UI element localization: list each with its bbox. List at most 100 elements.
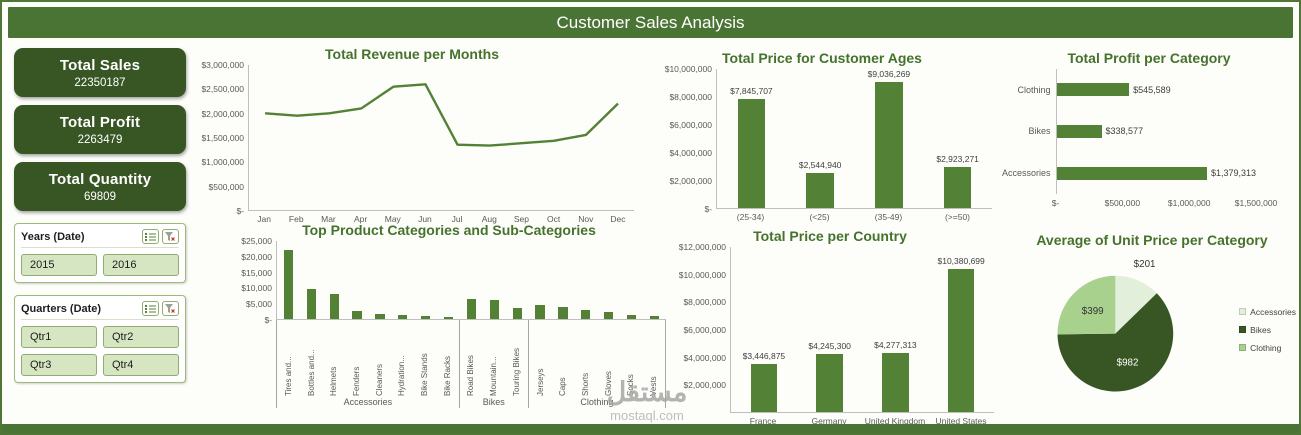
subcategory-label: Bike Racks xyxy=(436,320,459,396)
kpi-card-total-quantity: Total Quantity 69809 xyxy=(14,162,186,211)
bar-value-label: $10,380,699 xyxy=(937,256,985,267)
multi-select-icon[interactable] xyxy=(142,229,159,244)
bar-slot xyxy=(529,241,552,319)
chart-title: Top Product Categories and Sub-Categorie… xyxy=(302,222,596,238)
legend-swatch xyxy=(1239,344,1247,351)
slicer-icons xyxy=(142,301,179,316)
bar-slot xyxy=(277,241,300,319)
subcategory-text: Touring Bikes xyxy=(511,347,521,396)
bar-value-label: $338,577 xyxy=(1105,126,1144,137)
x-axis-label: Jan xyxy=(257,213,271,224)
kpi-card-total-sales: Total Sales 22350187 xyxy=(14,48,186,97)
x-axis: (25-34) (<25) (35-49) (>=50) xyxy=(716,209,992,222)
slicer-button-qtr2[interactable]: Qtr2 xyxy=(103,326,179,348)
bar xyxy=(1056,83,1130,97)
slicer-header: Quarters (Date) xyxy=(21,301,179,320)
category-label: Accessories xyxy=(1002,168,1051,179)
kpi-value: 2263479 xyxy=(77,134,123,146)
slicer-button-qtr1[interactable]: Qtr1 xyxy=(21,326,97,348)
chart-body: $3,000,000 $2,500,000 $2,000,000 $1,500,000… xyxy=(190,60,634,224)
category-label: Bikes xyxy=(1028,126,1051,137)
y-axis-tick: $2,000,000 xyxy=(683,380,726,391)
bar-slot xyxy=(620,241,643,319)
subcategory-text: Hydration... xyxy=(397,355,407,396)
bar-slot xyxy=(460,241,483,319)
chart-title: Average of Unit Price per Category xyxy=(1036,232,1268,248)
chart-revenue-per-months: Total Revenue per Months $3,000,000 $2,50… xyxy=(190,46,634,224)
y-axis-tick: $- xyxy=(264,315,272,325)
pie-svg: $201 $982 $399 xyxy=(1057,259,1174,392)
y-axis-tick: $1,500,000 xyxy=(201,132,244,143)
bar-value-label: $545,589 xyxy=(1133,84,1171,95)
bar xyxy=(512,308,522,319)
subcategory-label: Helmets xyxy=(322,320,345,396)
slicer-button-2016[interactable]: 2016 xyxy=(103,254,179,276)
bar-value-label: $1,379,313 xyxy=(1210,168,1256,179)
x-axis-label: (25-34) xyxy=(736,211,765,222)
bar-slot: $4,277,313 xyxy=(863,247,929,412)
y-axis-tick: $20,000 xyxy=(241,251,272,262)
bar xyxy=(1056,124,1102,138)
bar-slot xyxy=(346,241,369,319)
plot-area: $545,589 $338,577 $1,379,313 xyxy=(1055,69,1256,194)
subcategory-text: Road Bikes xyxy=(466,355,476,396)
subcategory-label: Cleaners xyxy=(368,320,391,396)
bar-slot: $2,923,271 xyxy=(923,69,992,208)
y-axis-tick: $12,000,000 xyxy=(678,242,726,252)
bar-slot: $3,446,875 xyxy=(731,247,797,412)
y-axis-tick: $2,000,000 xyxy=(201,108,244,119)
x-axis-label: Feb xyxy=(288,213,304,224)
slicer-button-2015[interactable]: 2015 xyxy=(21,254,97,276)
chart-price-customer-ages: Total Price for Customer Ages $10,000,00… xyxy=(652,50,992,222)
y-axis-tick: $8,000,000 xyxy=(683,297,726,308)
legend-swatch xyxy=(1239,308,1247,315)
legend-item-accessories: Accessories xyxy=(1239,307,1296,317)
chart-top-product-categories: Top Product Categories and Sub-Categorie… xyxy=(232,222,666,408)
subcategory-labels: Road Bikes Mountain... Touring Bikes xyxy=(460,320,528,396)
bar-value-label: $2,544,940 xyxy=(798,159,842,170)
dashboard-title-bar: Customer Sales Analysis xyxy=(8,7,1293,38)
subcategory-label: Vests xyxy=(642,320,665,396)
clear-filter-icon[interactable] xyxy=(162,301,179,316)
chart-avg-unit-price-per-category: Average of Unit Price per Category $201 $… xyxy=(1006,232,1298,408)
bar-slot: $9,036,269 xyxy=(855,69,924,208)
subcategory-label: Road Bikes xyxy=(460,320,483,396)
bar xyxy=(398,315,408,319)
multi-select-icon[interactable] xyxy=(142,301,159,316)
subcategory-text: Vests xyxy=(649,376,659,396)
subcategory-text: Bike Racks xyxy=(442,355,452,396)
bar xyxy=(882,353,909,412)
subcategory-label: Fenders xyxy=(345,320,368,396)
y-axis-tick: $3,000,000 xyxy=(201,60,244,70)
x-axis-label: Nov xyxy=(578,213,594,224)
x-axis-label: (>=50) xyxy=(944,211,971,222)
pie-slice-bikes xyxy=(1057,293,1174,392)
chart-body: $12,000,000 $10,000,000 $8,000,000 $6,000,0… xyxy=(666,242,994,426)
plot-area: $3,446,875 $4,245,300 $4,277,313 $10,380,69… xyxy=(730,247,994,413)
x-axis-label: United States xyxy=(935,415,987,426)
slicer-title: Quarters (Date) xyxy=(21,302,102,315)
category-axis: Clothing Bikes Accessories xyxy=(1002,69,1056,194)
clear-filter-icon[interactable] xyxy=(162,229,179,244)
category-group-clothing: Jerseys Caps Shorts Gloves Socks Vests Clothin… xyxy=(527,320,666,408)
slicer-button-qtr4[interactable]: Qtr4 xyxy=(103,354,179,376)
slicer-buttons: Qtr1 Qtr2 Qtr3 Qtr4 xyxy=(21,326,179,376)
y-axis: $10,000,000 $8,000,000 $6,000,000 $4,000,00… xyxy=(652,64,716,214)
subcategory-text: Shorts xyxy=(581,372,591,396)
chart-title: Total Price for Customer Ages xyxy=(722,50,922,66)
sidebar: Total Sales 22350187 Total Profit 226347… xyxy=(14,48,186,383)
y-axis-tick: $2,000,000 xyxy=(669,175,712,186)
legend-swatch xyxy=(1239,326,1247,333)
slicer-button-qtr3[interactable]: Qtr3 xyxy=(21,354,97,376)
bar-value-label: $3,446,875 xyxy=(742,351,786,362)
bar xyxy=(375,314,385,319)
subcategory-label: Mountain... xyxy=(482,320,505,396)
bar-value-label: $4,245,300 xyxy=(808,340,851,351)
x-axis-label: Apr xyxy=(353,213,368,224)
pie-area: $201 $982 $399 xyxy=(1006,251,1239,408)
subcategory-text: Caps xyxy=(558,377,568,396)
kpi-label: Total Profit xyxy=(59,114,141,131)
bar-slot: $10,380,699 xyxy=(928,247,994,412)
y-axis-tick: $- xyxy=(236,205,244,216)
bar xyxy=(604,311,614,319)
